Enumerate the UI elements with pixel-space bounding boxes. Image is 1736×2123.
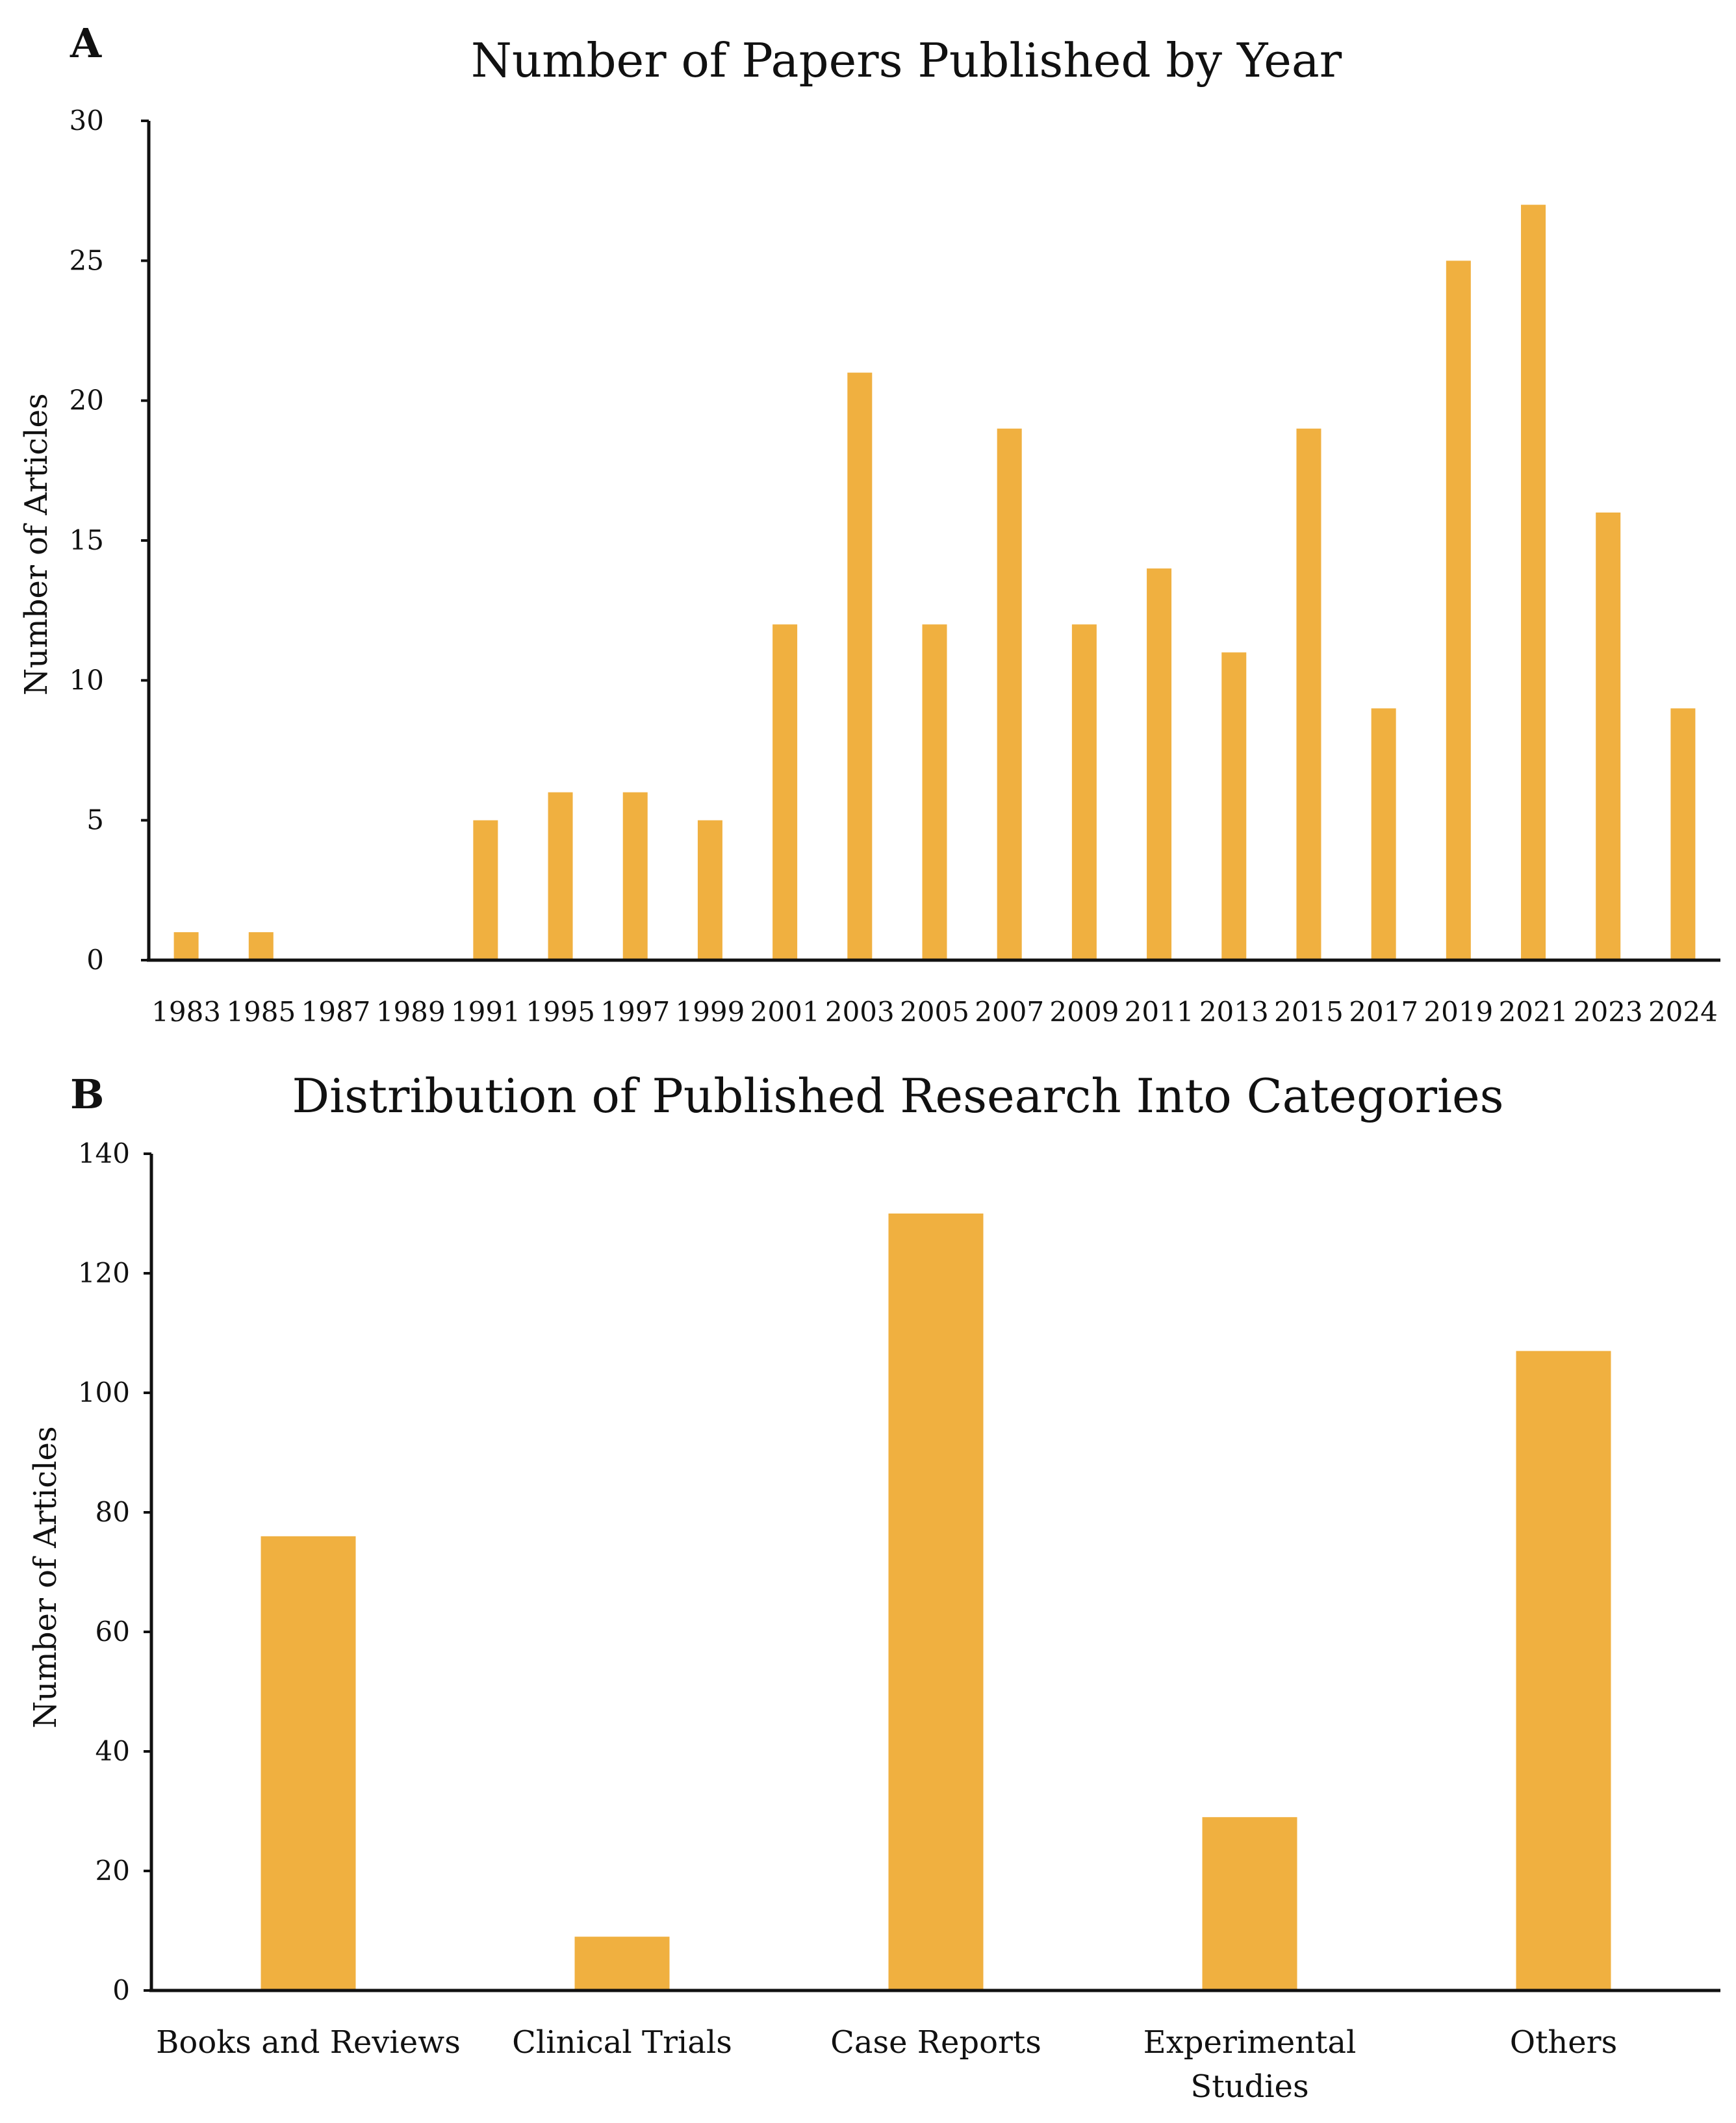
chart-a-y-axis-title: Number of Articles <box>18 393 55 695</box>
chart-b-y-tick-label: 20 <box>96 1855 130 1887</box>
chart-a-title: Number of Papers Published by Year <box>471 33 1342 88</box>
chart-b-x-tick-label: Case Reports <box>830 2024 1041 2061</box>
chart-a-x-tick-label: 2017 <box>1349 996 1418 1028</box>
chart-a-bar <box>1446 261 1471 960</box>
chart-a-x-tick-label: 2024 <box>1648 996 1718 1028</box>
chart-b-y-tick-label: 40 <box>96 1735 130 1767</box>
chart-b-bars <box>261 1214 1611 1990</box>
chart-b-y-tick-label: 60 <box>96 1616 130 1647</box>
chart-a-x-tick-label: 2009 <box>1049 996 1119 1028</box>
chart-b-title: Distribution of Published Research Into … <box>292 1069 1503 1123</box>
chart-a-bar <box>1521 205 1546 961</box>
chart-a-x-tick-label: 2011 <box>1125 996 1194 1028</box>
chart-a-x-tick-label: 2007 <box>975 996 1044 1028</box>
chart-a-bar <box>173 932 199 960</box>
chart-a-bar <box>1670 708 1696 960</box>
chart-b-x-tick-labels: Books and Reviews Clinical Trials Case Rep… <box>156 2024 1617 2105</box>
chart-b-y-tick-label: 0 <box>112 1974 130 2006</box>
chart-b-y-tick-label: 80 <box>96 1496 130 1528</box>
chart-a-bar <box>1147 568 1172 960</box>
chart-a-x-tick-label: 1987 <box>301 996 371 1028</box>
chart-a-bar <box>1596 512 1621 960</box>
chart-b-bar <box>888 1214 984 1990</box>
chart-b-x-tick-label: Others <box>1510 2024 1618 2061</box>
chart-a-bar <box>772 624 798 960</box>
chart-a-y-tick-label: 15 <box>70 524 104 556</box>
chart-b-bar <box>261 1536 356 1990</box>
chart-b-y-tick-label: 140 <box>78 1138 130 1169</box>
chart-b-bar <box>1202 1817 1297 1990</box>
chart-a-y-tick-label: 10 <box>70 664 104 696</box>
chart-a-x-tick-labels: 1983 1985 1987 1989 1991 1995 1997 1999 2001 2003… <box>151 996 1718 1028</box>
chart-a-y-tick-label: 30 <box>70 105 104 136</box>
chart-a-x-tick-label: 2013 <box>1199 996 1269 1028</box>
chart-a-bar <box>1296 428 1321 960</box>
chart-b-y-ticks: 0 20 40 60 80 100 120 140 <box>78 1138 151 2006</box>
chart-a-bar <box>248 932 274 960</box>
chart-a-bar <box>622 792 648 960</box>
chart-a-y-tick-label: 25 <box>70 244 104 276</box>
chart-a-x-tick-label: 1983 <box>151 996 221 1028</box>
chart-a-y-tick-label: 20 <box>70 385 104 416</box>
chart-a-bar <box>1371 708 1396 960</box>
chart-a-x-tick-label: 1995 <box>526 996 595 1028</box>
chart-a-x-tick-label: 1999 <box>675 996 745 1028</box>
chart-a-bar <box>1221 652 1247 960</box>
chart-a-bar <box>473 820 498 960</box>
chart-a-x-tick-label: 2023 <box>1574 996 1643 1028</box>
chart-b-y-tick-label: 120 <box>78 1257 130 1289</box>
chart-papers-by-year: A Number of Papers Published by Year Num… <box>18 19 1720 1028</box>
chart-a-x-tick-label: 2001 <box>750 996 820 1028</box>
panel-label-a: A <box>70 19 102 67</box>
chart-a-y-ticks: 0 5 10 15 20 25 30 <box>70 105 149 976</box>
chart-a-x-tick-label: 1997 <box>600 996 670 1028</box>
chart-b-x-tick-label: Books and Reviews <box>156 2024 461 2061</box>
chart-b-y-axis-title: Number of Articles <box>27 1426 64 1728</box>
chart-b-x-tick-label: Clinical Trials <box>512 2024 732 2061</box>
chart-a-x-tick-label: 1989 <box>376 996 446 1028</box>
chart-a-x-tick-label: 2003 <box>825 996 895 1028</box>
chart-a-bar <box>922 624 947 960</box>
panel-label-b: B <box>70 1071 104 1118</box>
chart-a-bar <box>847 372 873 960</box>
chart-b-x-tick-label: Experimental Studies <box>1143 2024 1357 2105</box>
chart-a-x-tick-label: 1991 <box>451 996 520 1028</box>
chart-a-y-tick-label: 0 <box>86 944 104 976</box>
chart-a-x-tick-label: 1985 <box>226 996 296 1028</box>
chart-research-categories: B Distribution of Published Research Int… <box>27 1069 1720 2105</box>
chart-a-x-tick-label: 2005 <box>900 996 969 1028</box>
chart-a-x-tick-label: 2021 <box>1499 996 1568 1028</box>
chart-b-y-tick-label: 100 <box>78 1377 130 1408</box>
chart-b-bar <box>574 1937 670 1990</box>
chart-a-x-tick-label: 2019 <box>1423 996 1493 1028</box>
chart-a-bar <box>997 428 1022 960</box>
chart-a-bar <box>697 820 722 960</box>
chart-a-bar <box>548 792 573 960</box>
chart-a-bars <box>173 205 1696 961</box>
chart-b-bar <box>1516 1351 1611 1990</box>
chart-a-x-tick-label: 2015 <box>1274 996 1344 1028</box>
chart-a-bar <box>1071 624 1097 960</box>
chart-a-y-tick-label: 5 <box>86 804 104 836</box>
